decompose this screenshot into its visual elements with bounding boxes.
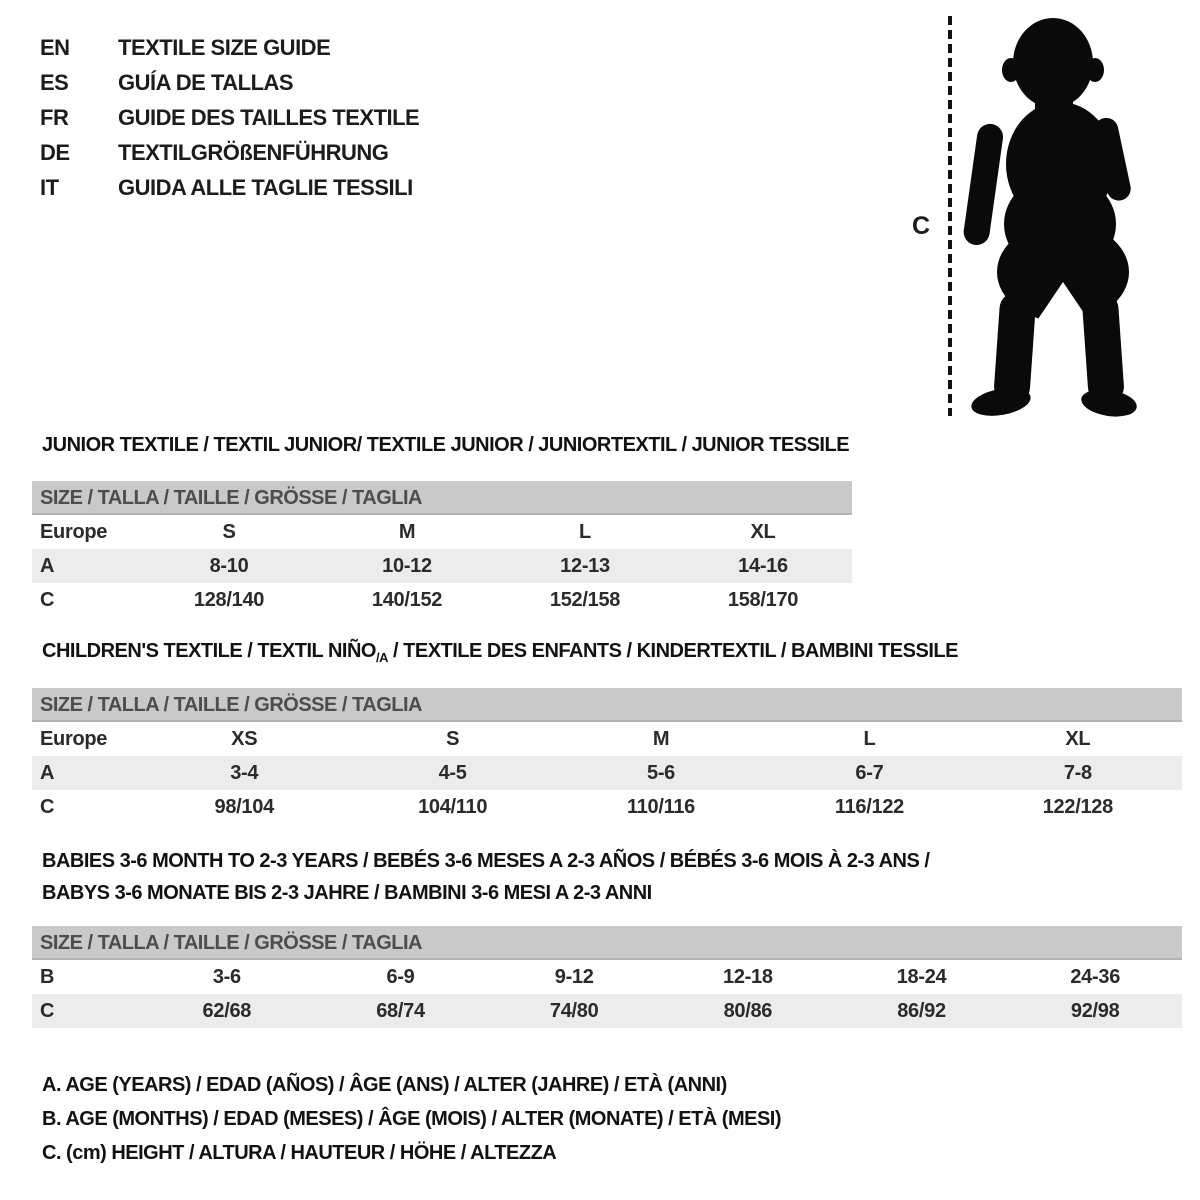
size-cell: 5-6 [647,762,676,784]
size-cell: 80/86 [723,1000,773,1022]
junior-size-table: SIZE / TALLA / TAILLE / GRÖSSE / TAGLIA … [32,481,852,617]
row-label: Europe [40,728,108,750]
size-cell: 24-36 [1070,966,1121,988]
row-label: Europe [40,521,108,543]
table-row-age: A 3-4 4-5 5-6 6-7 7-8 [32,756,1182,790]
size-cell: 4-5 [438,762,467,784]
size-cell: S [446,728,460,750]
language-row-en: EN TEXTILE SIZE GUIDE [40,30,419,65]
size-cell: 110/116 [627,796,696,818]
size-cell: 74/80 [549,1000,599,1022]
size-cell: 12-13 [560,555,610,577]
baby-silhouette-icon [963,18,1137,417]
size-cell: 104/110 [418,796,488,818]
size-cell: 7-8 [1063,762,1092,784]
table-row-months: B 3-6 6-9 9-12 12-18 18-24 24-36 [32,960,1182,994]
row-label: C [40,796,55,818]
children-size-table: SIZE / TALLA / TAILLE / GRÖSSE / TAGLIA … [32,688,1182,824]
children-title-sub: /A [375,650,389,665]
size-cell: 68/74 [376,1000,425,1022]
language-title: GUIDE DES TAILLES TEXTILE [118,105,420,130]
table-row-europe: Europe XS S M L XL [32,722,1182,756]
language-row-es: ES GUÍA DE TALLAS [40,65,419,100]
language-title-list: EN TEXTILE SIZE GUIDE ES GUÍA DE TALLAS … [40,30,420,205]
language-title: TEXTILE SIZE GUIDE [118,35,331,60]
size-cell: XL [750,521,776,543]
language-title: GUÍA DE TALLAS [118,70,294,95]
size-cell: L [863,728,876,750]
size-cell: 9-12 [554,966,594,988]
table-row-height: C 128/140 140/152 152/158 158/170 [32,583,852,617]
height-dashed-line [948,16,952,416]
size-table-header: SIZE / TALLA / TAILLE / GRÖSSE / TAGLIA [32,481,852,515]
language-title: TEXTILGRÖßENFÜHRUNG [118,140,389,165]
size-cell: 122/128 [1042,796,1114,818]
language-row-de: DE TEXTILGRÖßENFÜHRUNG [40,135,419,170]
size-cell: L [579,521,591,543]
size-cell: 86/92 [897,1000,946,1022]
height-measure-label: C [912,212,931,240]
size-cell: 3-6 [212,966,241,988]
language-row-it: IT GUIDA ALLE TAGLIE TESSILI [40,170,419,205]
size-cell: 62/68 [202,1000,252,1022]
size-cell: 152/158 [549,589,621,611]
legend: A. AGE (YEARS) / EDAD (AÑOS) / ÂGE (ANS)… [42,1068,782,1170]
size-table-header: SIZE / TALLA / TAILLE / GRÖSSE / TAGLIA [32,688,1182,722]
children-title-post: / TEXTILE DES ENFANTS / KINDERTEXTIL / B… [387,640,958,662]
size-cell: XS [231,728,258,750]
size-cell: 92/98 [1070,1000,1120,1022]
language-title: GUIDA ALLE TAGLIE TESSILI [118,175,413,200]
size-cell: 6-9 [386,966,415,988]
language-code: EN [40,35,70,60]
row-label: A [40,555,55,577]
size-cell: XL [1065,728,1091,750]
size-cell: M [398,521,416,543]
size-cell: M [652,728,670,750]
size-cell: 3-4 [230,762,259,784]
language-code: ES [40,70,69,95]
size-cell: 128/140 [193,589,265,611]
row-label: B [40,966,55,988]
language-code: DE [40,140,70,165]
size-cell: 6-7 [855,762,884,784]
junior-section-title: JUNIOR TEXTILE / TEXTIL JUNIOR/ TEXTILE … [42,434,850,456]
size-cell: 8-10 [209,555,249,577]
size-cell: 18-24 [896,966,947,988]
table-row-height: C 62/68 68/74 74/80 80/86 86/92 92/98 [32,994,1182,1028]
children-section-title: CHILDREN'S TEXTILE / TEXTIL NIÑO/A / TEX… [42,640,958,665]
children-title-pre: CHILDREN'S TEXTILE / TEXTIL NIÑO [42,640,376,662]
size-cell: S [222,521,236,543]
size-cell: 12-18 [723,966,773,988]
size-cell: 158/170 [727,589,799,611]
babies-section-title-line2: BABYS 3-6 MONATE BIS 2-3 JAHRE / BAMBINI… [42,882,652,904]
table-row-europe: Europe S M L XL [32,515,852,549]
legend-line-c: C. (cm) HEIGHT / ALTURA / HAUTEUR / HÖHE… [42,1142,557,1164]
size-cell: 116/122 [834,796,904,818]
language-row-fr: FR GUIDE DES TAILLES TEXTILE [40,100,420,135]
legend-line-b: B. AGE (MONTHS) / EDAD (MESES) / ÂGE (MO… [42,1108,782,1130]
table-row-age: A 8-10 10-12 12-13 14-16 [32,549,852,583]
table-row-height: C 98/104 104/110 110/116 116/122 122/128 [32,790,1182,824]
size-table-header: SIZE / TALLA / TAILLE / GRÖSSE / TAGLIA [32,926,1182,960]
size-cell: 98/104 [214,796,275,818]
size-cell: 10-12 [382,555,432,577]
size-cell: 14-16 [738,555,788,577]
size-cell: 140/152 [371,589,443,611]
row-label: C [40,589,55,611]
babies-section-title-line1: BABIES 3-6 MONTH TO 2-3 YEARS / BEBÉS 3-… [42,850,930,872]
babies-size-table: SIZE / TALLA / TAILLE / GRÖSSE / TAGLIA … [32,926,1182,1028]
row-label: C [40,1000,55,1022]
language-code: FR [40,105,69,130]
legend-line-a: A. AGE (YEARS) / EDAD (AÑOS) / ÂGE (ANS)… [42,1074,727,1096]
row-label: A [40,762,55,784]
language-code: IT [40,175,59,200]
